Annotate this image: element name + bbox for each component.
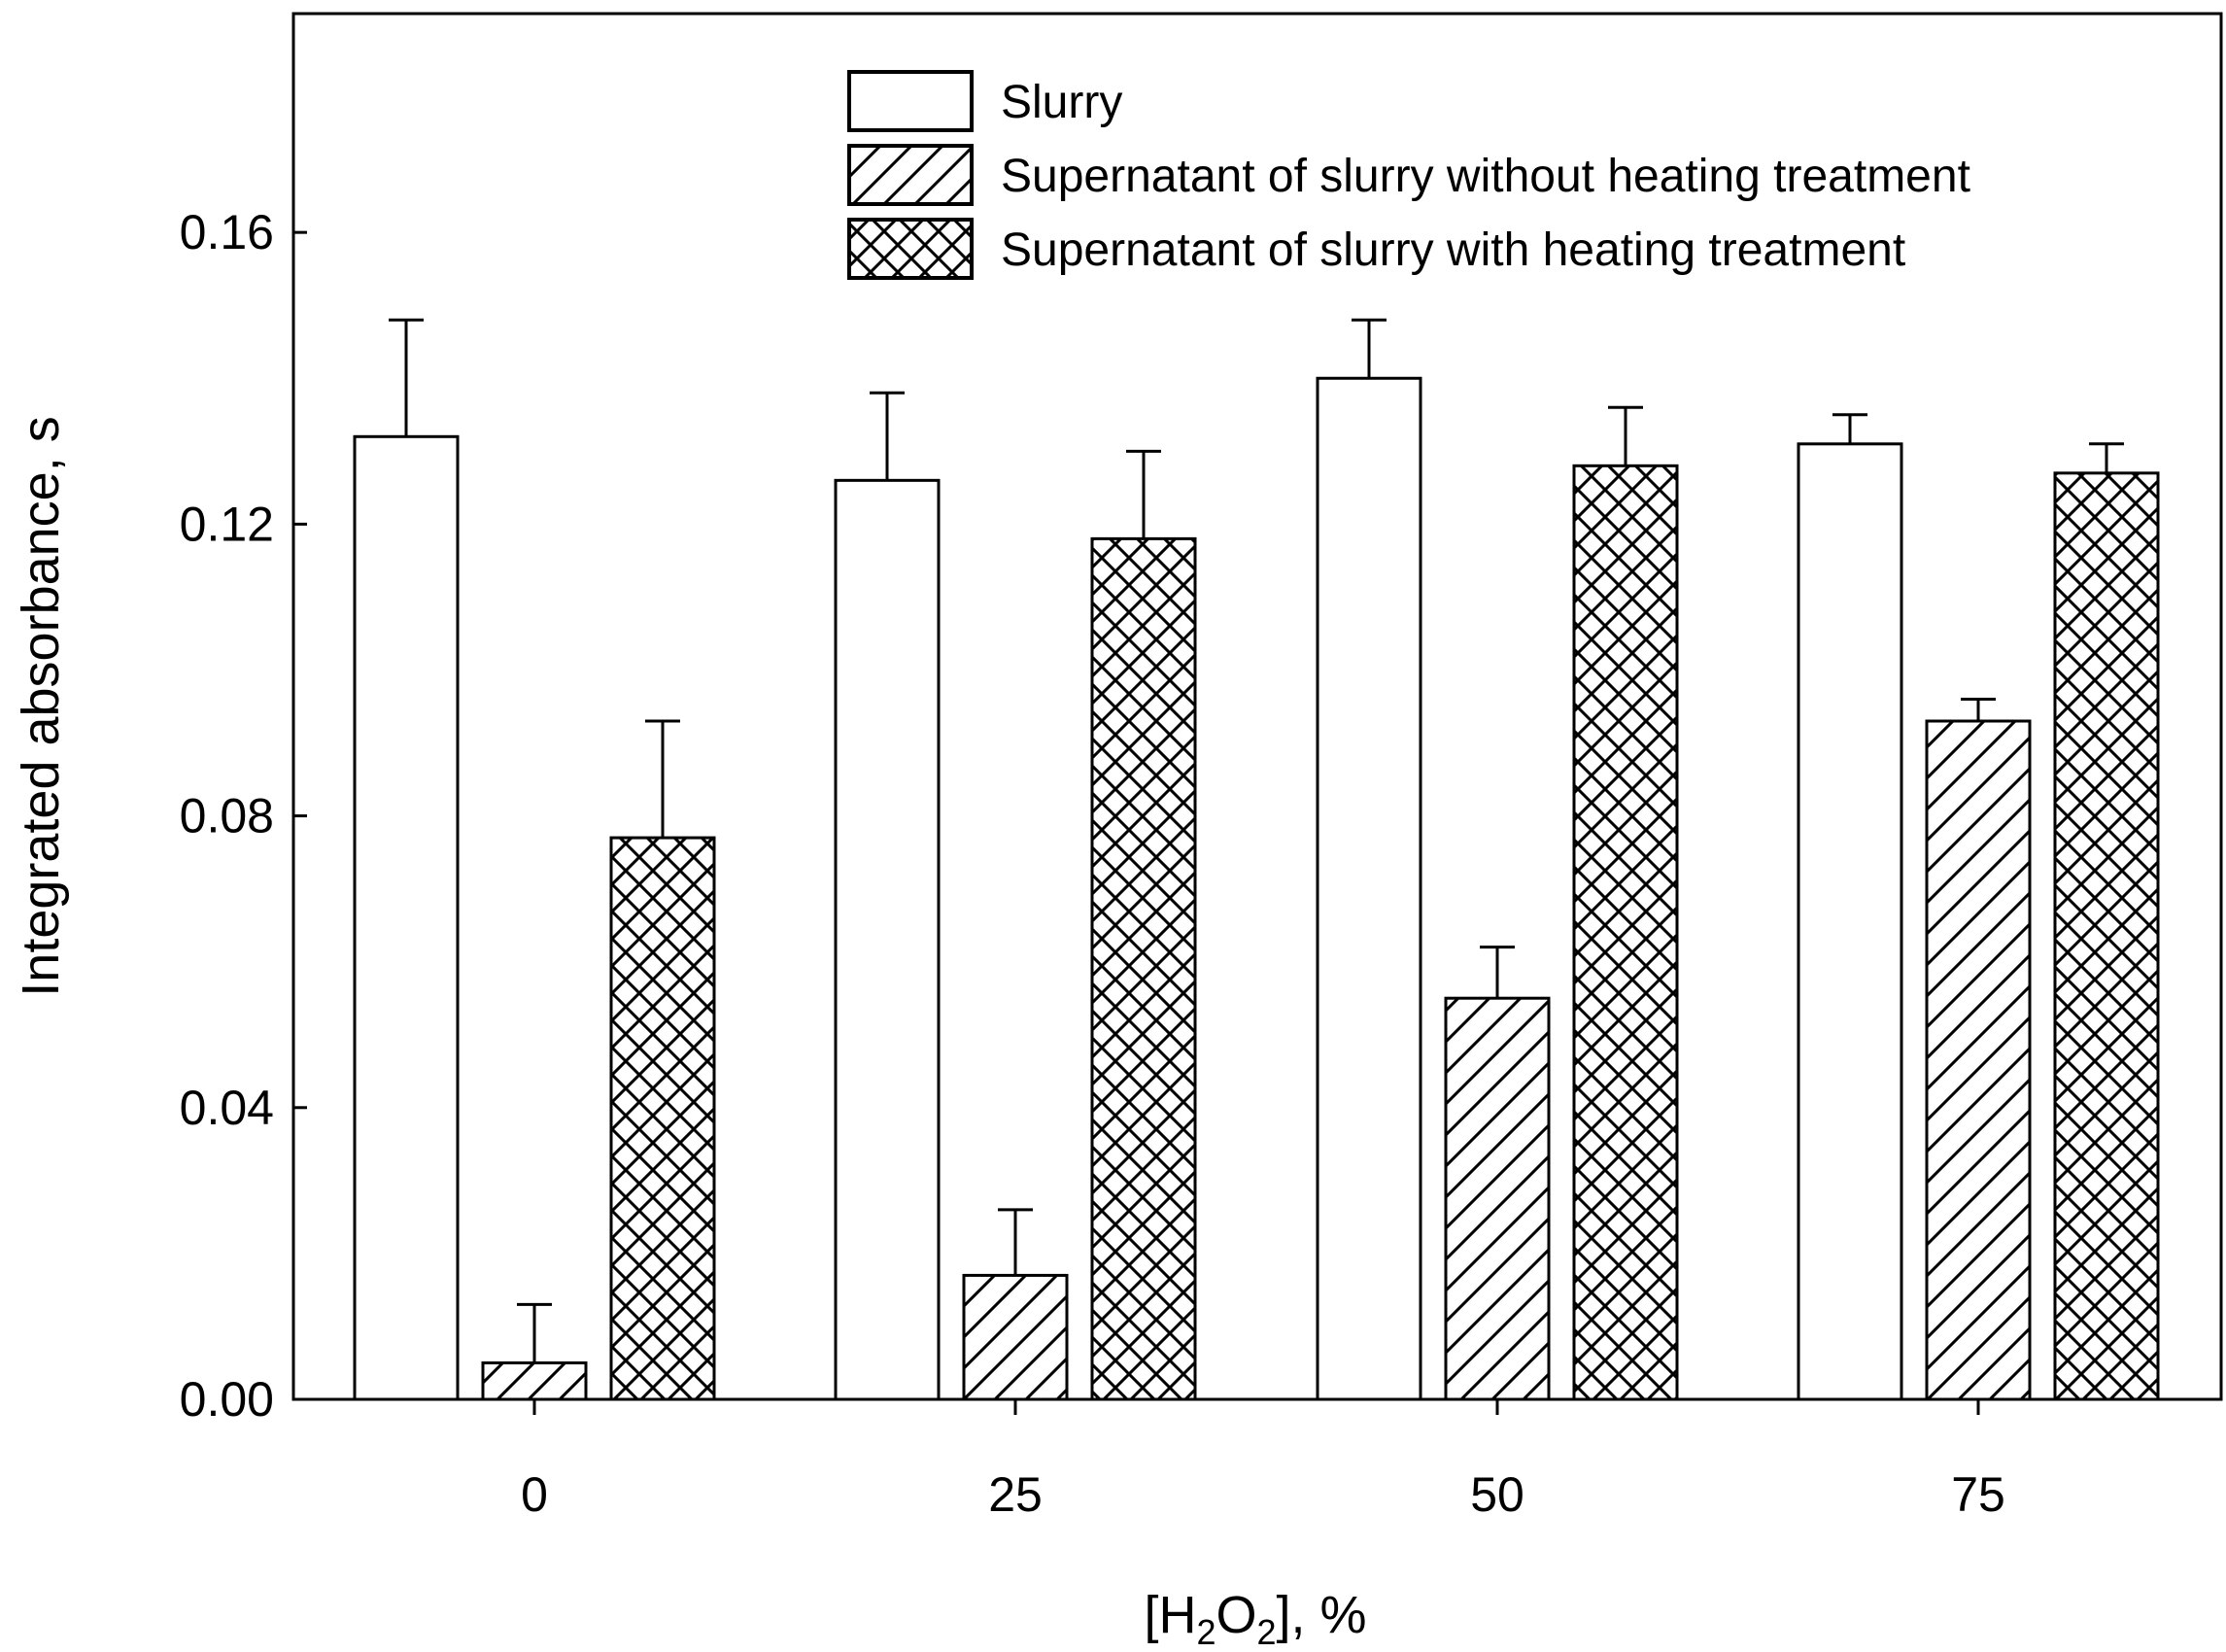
error-bar-s1-c3 bbox=[1961, 697, 1996, 722]
legend-label: Supernatant of slurry with heating treat… bbox=[1001, 224, 1905, 276]
x-tick-label: 0 bbox=[521, 1467, 548, 1522]
bars-layer bbox=[353, 376, 2160, 1401]
error-bar-s1-c0 bbox=[517, 1302, 552, 1363]
y-tick-label: 0.00 bbox=[180, 1372, 274, 1427]
bar-s0-c0 bbox=[353, 434, 460, 1401]
error-bar-s0-c3 bbox=[1832, 413, 1867, 444]
error-bar-s2-c0 bbox=[645, 719, 680, 839]
legend-label: Supernatant of slurry without heating tr… bbox=[1001, 151, 1970, 202]
legend-swatch bbox=[847, 144, 974, 206]
legend: Slurry Supernatant of slurry without heat… bbox=[847, 70, 1970, 280]
error-bars-layer bbox=[389, 318, 2124, 1363]
bar-s0-c3 bbox=[1797, 442, 1903, 1401]
x-tick-label: 75 bbox=[1951, 1467, 2005, 1522]
plot-area-frame bbox=[291, 12, 2223, 1401]
legend-swatch bbox=[847, 70, 974, 132]
legend-entry-2: Supernatant of slurry with heating treat… bbox=[847, 218, 1905, 280]
bar-s2-c2 bbox=[1572, 464, 1679, 1401]
legend-entry-0: Slurry bbox=[847, 70, 1122, 132]
y-tick-label: 0.16 bbox=[180, 205, 274, 259]
y-tick-label: 0.08 bbox=[180, 789, 274, 843]
bar-s1-c1 bbox=[962, 1273, 1069, 1401]
error-bar-s2-c3 bbox=[2089, 442, 2124, 473]
bar-s2-c0 bbox=[609, 836, 716, 1401]
error-bar-s0-c2 bbox=[1352, 318, 1387, 379]
bar-s1-c3 bbox=[1925, 719, 2032, 1401]
x-axis: 0 25 50 75 bbox=[521, 1399, 2005, 1522]
error-bar-s1-c1 bbox=[998, 1208, 1033, 1276]
y-axis: 0.00 0.04 0.08 0.12 0.16 bbox=[180, 205, 307, 1427]
error-bar-s1-c2 bbox=[1480, 946, 1515, 999]
error-bar-s0-c0 bbox=[389, 318, 424, 437]
legend-swatch bbox=[847, 218, 974, 280]
y-axis-title: Integrated absorbance, s bbox=[12, 416, 70, 996]
bar-s2-c3 bbox=[2053, 471, 2160, 1401]
error-bar-s2-c2 bbox=[1608, 405, 1643, 466]
x-tick-label: 25 bbox=[988, 1467, 1043, 1522]
bar-s1-c0 bbox=[481, 1360, 588, 1401]
error-bar-s0-c1 bbox=[870, 391, 905, 481]
y-tick-label: 0.04 bbox=[180, 1081, 274, 1135]
x-axis-title: [H2O2], % bbox=[1144, 1586, 1366, 1652]
y-tick-label: 0.12 bbox=[180, 497, 274, 551]
error-bar-s2-c1 bbox=[1126, 449, 1161, 539]
bar-s0-c2 bbox=[1316, 376, 1422, 1401]
bar-s1-c2 bbox=[1444, 996, 1551, 1401]
x-tick-label: 50 bbox=[1470, 1467, 1524, 1522]
legend-label: Slurry bbox=[1001, 77, 1122, 128]
bar-s2-c1 bbox=[1090, 536, 1197, 1401]
bar-s0-c1 bbox=[834, 478, 941, 1401]
legend-entry-1: Supernatant of slurry without heating tr… bbox=[847, 144, 1970, 206]
